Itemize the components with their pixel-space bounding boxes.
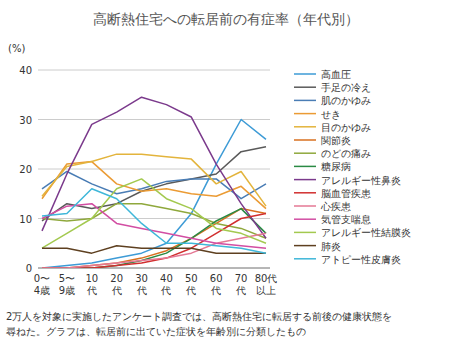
legend-swatch [294, 192, 316, 194]
grid-line [38, 119, 270, 120]
x-tick-label: 50代 [185, 273, 198, 296]
legend-swatch [294, 86, 316, 88]
legend-label: 糖尿病 [321, 161, 351, 172]
series-line [42, 179, 266, 248]
y-tick-label: 30 [19, 115, 32, 126]
y-tick-label: 20 [19, 164, 32, 175]
x-tick-label: 0〜4歳 [34, 273, 50, 296]
series-line [42, 209, 266, 268]
legend-label: アレルギー性鼻炎 [321, 175, 401, 186]
legend-swatch [294, 218, 316, 220]
legend-swatch [294, 179, 316, 181]
plot-area [42, 97, 266, 268]
x-tick-label: 40代 [160, 273, 173, 296]
x-tick-label: 70代 [235, 273, 248, 296]
y-tick-label: 0 [26, 263, 32, 274]
series-line [42, 97, 266, 238]
x-tick-label: 20代 [110, 273, 123, 296]
x-tick-label: 80代以上 [255, 273, 278, 296]
y-tick-label: 40 [19, 65, 32, 76]
x-tick-label: 10代 [85, 273, 98, 296]
title: 高断熱住宅への転居前の有症率（年代別） [93, 11, 359, 27]
footnote: 2万人を対象に実施したアンケート調査では、高断熱住宅に転居する前後の健康状態を [6, 311, 392, 322]
legend-swatch [294, 152, 316, 154]
legend-label: 関節炎 [321, 135, 351, 146]
y-tick-label: 10 [19, 214, 32, 225]
legend-swatch [294, 232, 316, 234]
legend-label: アトピー性皮膚炎 [321, 254, 401, 265]
series-line [42, 204, 266, 249]
chart: 高断熱住宅への転居前の有症率（年代別） (%) 0 10 20 30 40 0〜4歳 5〜9歳 1… [0, 0, 452, 358]
legend-swatch [294, 166, 316, 168]
series-line [42, 209, 266, 268]
legend-swatch [294, 73, 316, 75]
legend-swatch [294, 258, 316, 260]
x-tick-label: 30代 [135, 273, 148, 296]
legend-label: せき [321, 109, 341, 120]
legend-label: 肺炎 [321, 241, 341, 252]
series-line [42, 120, 266, 269]
legend-label: 気管支喘息 [321, 214, 371, 225]
legend-swatch [294, 245, 316, 247]
grid-line [38, 70, 270, 71]
series-line [42, 162, 266, 209]
series-line [42, 189, 266, 253]
footnote: 尋ねた。グラフは、転居前に出ていた症状を年齢別に分類したもの [6, 326, 306, 337]
grid-line [38, 169, 270, 170]
legend-label: 高血圧 [321, 69, 351, 80]
legend-label: アレルギー性結膜炎 [321, 227, 411, 238]
legend-swatch [294, 100, 316, 102]
legend-label: 手足の冷え [321, 82, 371, 93]
x-tick-label: 60代 [210, 273, 223, 296]
legend-swatch [294, 205, 316, 207]
legend-label: 脳血管疾患 [321, 188, 371, 199]
legend-label: 目のかゆみ [321, 122, 371, 133]
series-line [42, 214, 266, 268]
legend-label: のどの痛み [321, 148, 371, 159]
series-line [42, 233, 266, 268]
y-label: (%) [8, 43, 25, 54]
x-tick-label: 5〜9歳 [59, 273, 75, 296]
legend-label: 心疾患 [320, 201, 351, 212]
series-line [42, 154, 266, 206]
grid-line [38, 218, 270, 219]
legend-label: 肌のかゆみ [321, 95, 371, 106]
legend-swatch [294, 113, 316, 115]
legend-swatch [294, 139, 316, 141]
legend-swatch [294, 126, 316, 128]
